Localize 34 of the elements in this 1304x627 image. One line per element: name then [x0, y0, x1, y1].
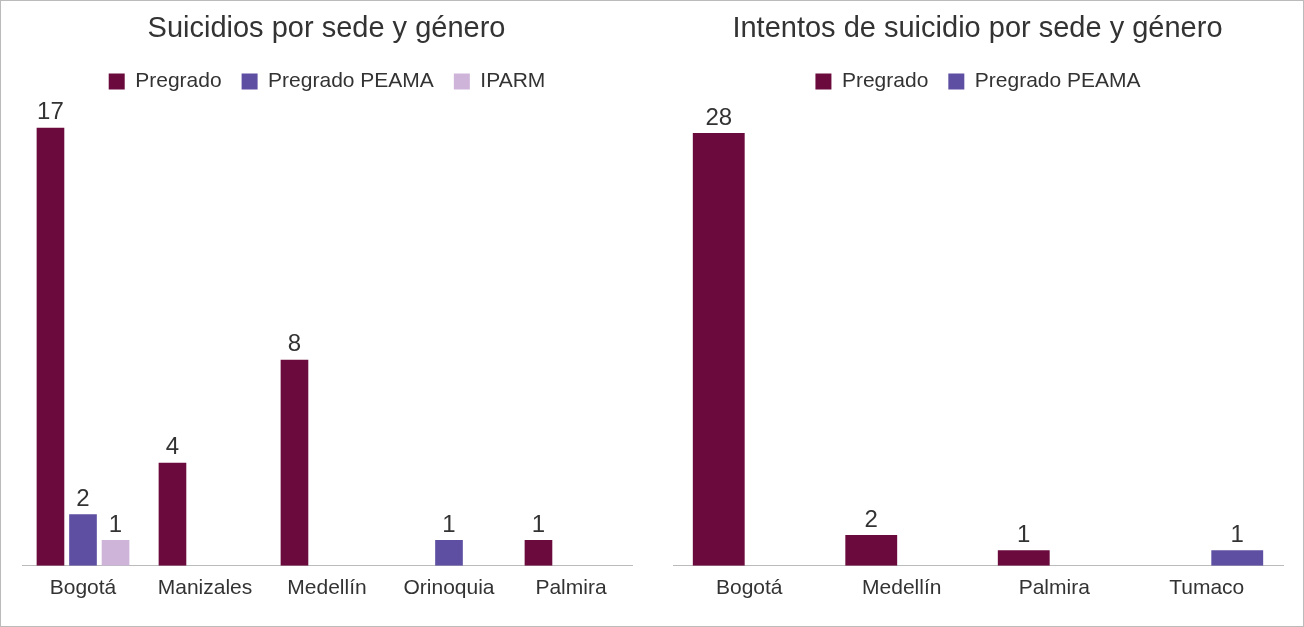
x-tick-label: Palmira — [1018, 575, 1090, 599]
data-label: 17 — [36, 97, 64, 125]
data-label: 8 — [287, 329, 301, 357]
data-label: 2 — [864, 504, 878, 532]
x-tick-label: Manizales — [157, 575, 252, 599]
chart-title: Intentos de suicidio por sede y género — [732, 11, 1223, 45]
data-label: 2 — [75, 483, 90, 511]
legend-label: IPARM — [479, 68, 545, 92]
x-tick-label: Medellín — [286, 575, 367, 599]
data-label: 1 — [1016, 519, 1030, 547]
data-label: 1 — [441, 509, 456, 537]
legend-label: Pregrado PEAMA — [267, 68, 434, 92]
bar — [68, 514, 97, 566]
x-tick-label: Medellín — [861, 575, 941, 599]
data-label: 1 — [1230, 519, 1244, 547]
x-tick-label: Tumaco — [1168, 575, 1244, 599]
x-tick-label: Bogotá — [49, 575, 117, 599]
x-tick-label: Orinoquia — [402, 575, 495, 599]
x-tick-label: Palmira — [534, 575, 607, 599]
legend-label: Pregrado PEAMA — [974, 68, 1141, 92]
bar — [434, 540, 463, 566]
chart-title: Suicidios por sede y género — [147, 11, 506, 45]
data-label: 1 — [531, 509, 545, 537]
legend-label: Pregrado — [841, 68, 928, 92]
bar — [101, 540, 129, 566]
bar — [524, 540, 552, 566]
x-tick-label: Bogotá — [715, 575, 783, 599]
data-label: 28 — [704, 102, 732, 130]
bar — [36, 127, 64, 566]
data-label: 4 — [165, 432, 179, 460]
data-label: 1 — [108, 509, 122, 537]
legend-label: Pregrado — [134, 68, 222, 92]
bar — [158, 462, 186, 566]
bar — [280, 359, 308, 566]
